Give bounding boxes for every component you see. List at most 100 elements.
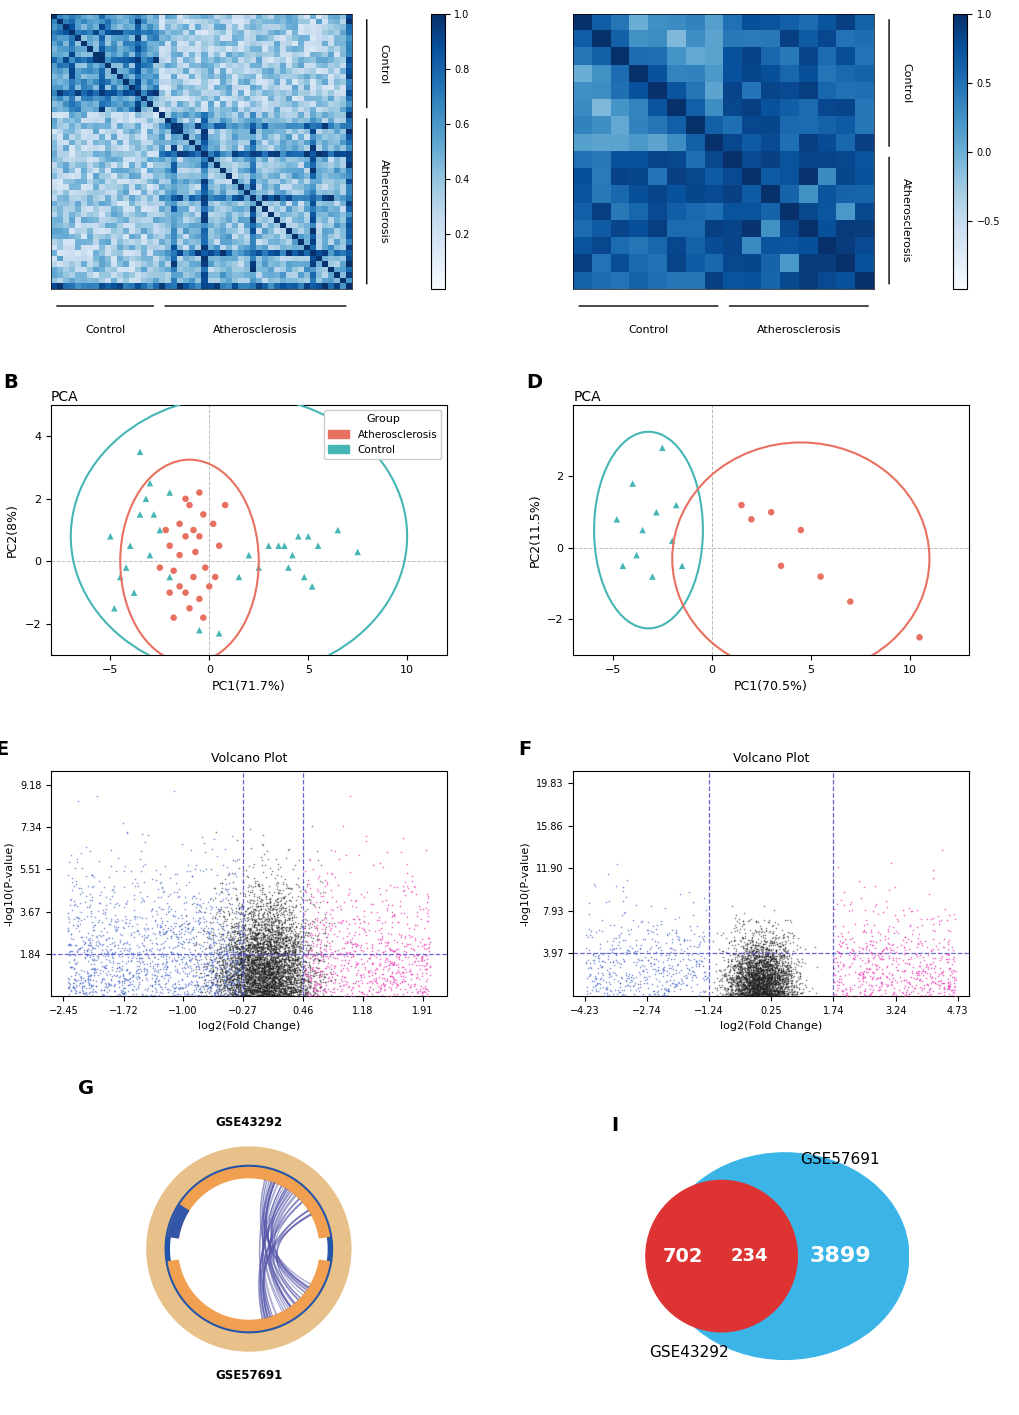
Point	[283, 937, 300, 959]
Point	[217, 955, 233, 978]
Point	[740, 968, 756, 990]
Point	[746, 982, 762, 1005]
Point	[896, 951, 912, 974]
Point	[256, 961, 272, 983]
Point	[269, 937, 285, 959]
Point	[226, 949, 243, 972]
Point	[882, 969, 899, 992]
Point	[592, 966, 608, 989]
Point	[338, 925, 355, 948]
Point	[936, 948, 953, 971]
Point	[730, 983, 746, 1006]
Point	[727, 978, 743, 1000]
Point	[771, 978, 788, 1000]
Point	[259, 981, 275, 1003]
Point	[233, 982, 250, 1005]
Point	[273, 981, 289, 1003]
Point	[178, 954, 195, 976]
Point	[265, 949, 281, 972]
Point	[244, 985, 260, 1007]
Point	[305, 979, 321, 1002]
Point	[400, 917, 417, 940]
Point	[298, 958, 314, 981]
Point	[181, 494, 198, 516]
Point	[286, 955, 303, 978]
Point	[261, 976, 277, 999]
Point	[202, 978, 218, 1000]
Point	[316, 964, 332, 986]
Point	[239, 976, 256, 999]
Point	[264, 911, 280, 934]
Point	[236, 964, 253, 986]
Point	[770, 931, 787, 954]
Point	[734, 948, 750, 971]
Point	[277, 972, 293, 995]
Point	[270, 962, 286, 985]
Point	[242, 968, 258, 990]
Point	[257, 958, 273, 981]
Point	[895, 976, 911, 999]
Point	[632, 949, 648, 972]
Point	[263, 975, 279, 998]
Point	[81, 971, 97, 993]
Point	[242, 979, 258, 1002]
Point	[759, 968, 775, 990]
Point	[733, 964, 749, 986]
Point	[260, 848, 276, 870]
Point	[731, 942, 747, 965]
Point	[258, 982, 274, 1005]
Point	[648, 914, 664, 937]
Point	[270, 957, 286, 979]
Point	[731, 961, 747, 983]
Point	[249, 934, 265, 957]
Point	[247, 966, 263, 989]
Point	[220, 964, 236, 986]
Point	[279, 937, 296, 959]
Point	[771, 968, 788, 990]
Point	[81, 982, 97, 1005]
Point	[86, 937, 102, 959]
Point	[203, 887, 219, 910]
Point	[271, 975, 287, 998]
Point	[196, 972, 212, 995]
Point	[60, 863, 76, 886]
Point	[157, 964, 173, 986]
Point	[907, 961, 923, 983]
Point	[199, 920, 215, 942]
Point	[765, 975, 782, 998]
Point	[265, 968, 281, 990]
Point	[203, 935, 219, 958]
Point	[739, 957, 755, 979]
Point	[360, 964, 376, 986]
Point	[764, 925, 781, 948]
Point	[313, 884, 329, 907]
Point	[769, 958, 786, 981]
Point	[746, 964, 762, 986]
Point	[186, 910, 203, 932]
Point	[266, 947, 282, 969]
Point	[301, 921, 317, 944]
Point	[302, 955, 318, 978]
Point	[266, 974, 282, 996]
Point	[219, 920, 235, 942]
Point	[282, 913, 299, 935]
Point	[290, 958, 307, 981]
Point	[757, 969, 773, 992]
Point	[251, 985, 267, 1007]
Point	[238, 971, 255, 993]
Point	[749, 974, 765, 996]
Point	[257, 979, 273, 1002]
Point	[262, 957, 278, 979]
Point	[217, 887, 233, 910]
Point	[404, 880, 420, 903]
Point	[649, 982, 665, 1005]
Point	[739, 961, 755, 983]
Point	[756, 954, 772, 976]
Point	[79, 965, 96, 988]
Point	[671, 978, 687, 1000]
Point	[296, 959, 312, 982]
Point	[227, 974, 244, 996]
Point	[249, 985, 265, 1007]
Point	[685, 923, 701, 945]
Point	[749, 968, 765, 990]
